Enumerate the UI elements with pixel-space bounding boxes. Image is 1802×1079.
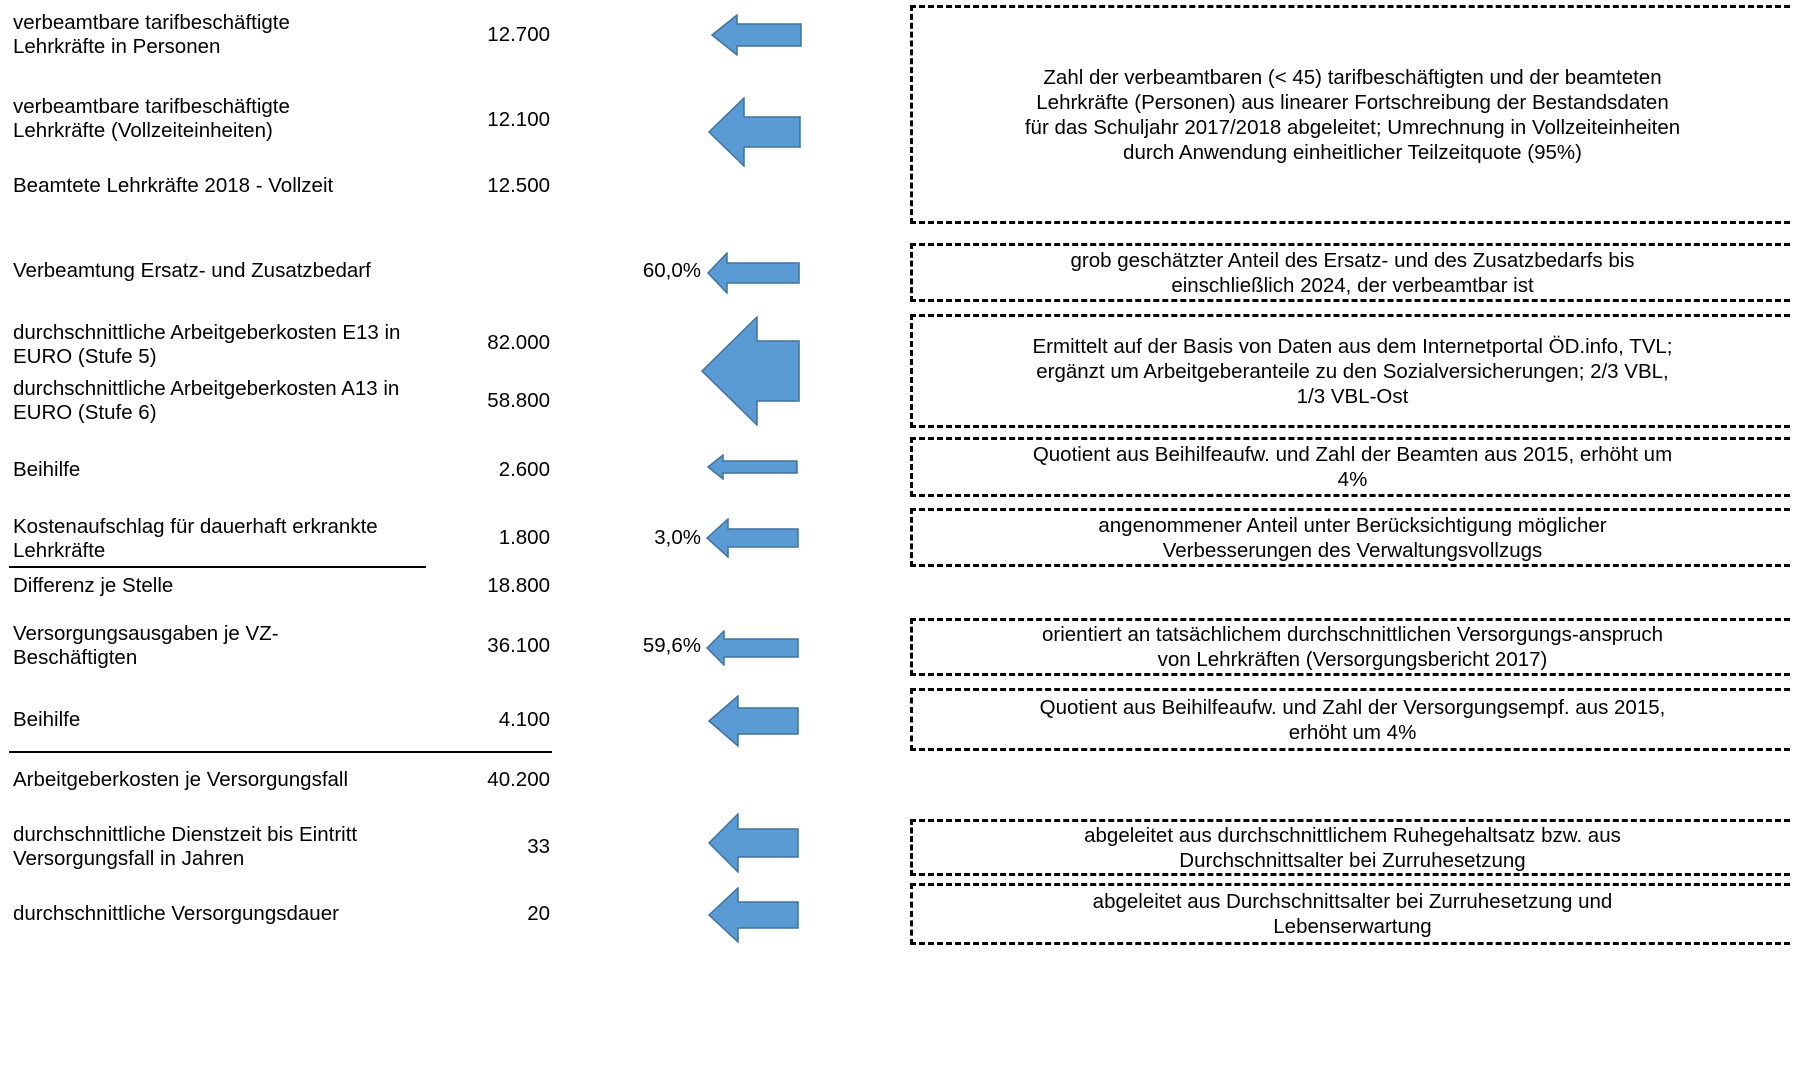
note-text-4: angenommener Anteil unter Berücksichtigu… <box>1098 513 1607 562</box>
row-label-7: Kostenaufschlag für dauerhaft erkrankte … <box>13 515 378 562</box>
left-arrow-icon <box>708 887 799 943</box>
row-value-4: 82.000 <box>487 331 550 354</box>
row-label-13: durchschnittliche Versorgungsdauer <box>13 902 339 925</box>
note-box-1: grob geschätzter Anteil des Ersatz- und … <box>910 243 1790 302</box>
note-box-2: Ermittelt auf der Basis von Daten aus de… <box>910 314 1790 428</box>
row-value-13: 20 <box>527 902 550 925</box>
row-percent-7: 3,0% <box>654 526 701 549</box>
row-value-0: 12.700 <box>487 23 550 46</box>
note-box-5: orientiert an tatsächlichem durchschnitt… <box>910 618 1790 676</box>
row-label-9: Versorgungsausgaben je VZ-Beschäftigten <box>13 622 279 669</box>
row-percent-9: 59,6% <box>642 634 701 657</box>
row-label-2: Beamtete Lehrkräfte 2018 - Vollzeit <box>13 174 334 197</box>
left-arrow-icon <box>708 695 799 747</box>
sum-rule-1 <box>9 566 426 568</box>
note-text-8: abgeleitet aus Durchschnittsalter bei Zu… <box>1092 890 1613 938</box>
left-arrow-icon <box>708 813 799 873</box>
note-text-2: Ermittelt auf der Basis von Daten aus de… <box>1032 334 1673 408</box>
note-box-7: abgeleitet aus durchschnittlichem Ruhege… <box>910 819 1790 876</box>
row-label-11: Arbeitgeberkosten je Versorgungsfall <box>13 768 349 791</box>
left-arrow-icon <box>708 97 801 167</box>
row-label-1: verbeamtbare tarifbeschäftigte Lehrkräft… <box>13 95 290 142</box>
row-label-6: Beihilfe <box>13 458 81 481</box>
row-percent-3: 60,0% <box>642 259 701 282</box>
left-arrow-icon <box>711 14 802 56</box>
note-box-8: abgeleitet aus Durchschnittsalter bei Zu… <box>910 883 1790 945</box>
left-arrow-icon <box>707 454 798 480</box>
row-value-7: 1.800 <box>498 526 550 549</box>
row-label-10: Beihilfe <box>13 708 81 731</box>
row-value-5: 58.800 <box>487 389 550 412</box>
note-text-6: Quotient aus Beihilfeaufw. und Zahl der … <box>1039 695 1666 744</box>
left-arrow-icon <box>706 518 799 558</box>
left-arrow-icon <box>701 316 800 426</box>
note-text-3: Quotient aus Beihilfeaufw. und Zahl der … <box>1032 443 1673 491</box>
note-text-7: abgeleitet aus durchschnittlichem Ruhege… <box>1084 823 1621 872</box>
note-text-5: orientiert an tatsächlichem durchschnitt… <box>1041 623 1664 671</box>
row-value-12: 33 <box>527 835 550 858</box>
sum-rule-2 <box>9 751 552 753</box>
row-label-0: verbeamtbare tarifbeschäftigte Lehrkräft… <box>13 11 290 58</box>
row-value-6: 2.600 <box>498 458 550 481</box>
row-label-12: durchschnittliche Dienstzeit bis Eintrit… <box>13 823 358 870</box>
row-label-5: durchschnittliche Arbeitgeberkosten A13 … <box>13 377 400 424</box>
left-arrow-icon <box>707 252 800 294</box>
row-value-1: 12.100 <box>487 108 550 131</box>
row-value-2: 12.500 <box>487 174 550 197</box>
note-box-0: Zahl der verbeamtbaren (< 45) tarifbesch… <box>910 5 1790 224</box>
note-text-1: grob geschätzter Anteil des Ersatz- und … <box>1070 248 1635 297</box>
row-label-4: durchschnittliche Arbeitgeberkosten E13 … <box>13 321 401 368</box>
row-value-8: 18.800 <box>487 574 550 597</box>
note-box-6: Quotient aus Beihilfeaufw. und Zahl der … <box>910 688 1790 751</box>
note-text-0: Zahl der verbeamtbaren (< 45) tarifbesch… <box>1024 65 1681 164</box>
row-label-8: Differenz je Stelle <box>13 574 174 597</box>
left-arrow-icon <box>706 630 799 666</box>
row-value-9: 36.100 <box>487 634 550 657</box>
row-label-3: Verbeamtung Ersatz- und Zusatzbedarf <box>13 259 371 282</box>
note-box-4: angenommener Anteil unter Berücksichtigu… <box>910 508 1790 567</box>
note-box-3: Quotient aus Beihilfeaufw. und Zahl der … <box>910 437 1790 497</box>
row-value-10: 4.100 <box>498 708 550 731</box>
row-value-11: 40.200 <box>487 768 550 791</box>
